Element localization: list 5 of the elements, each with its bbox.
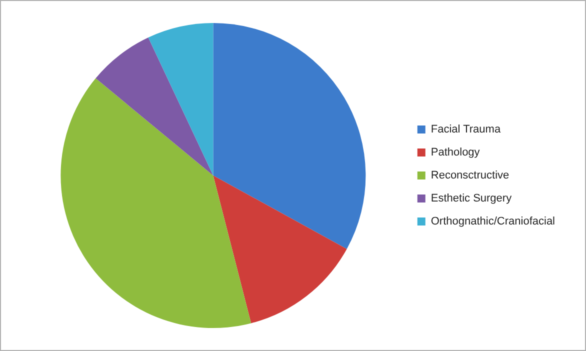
legend-label: Reconsctructive: [430, 170, 510, 182]
legend-label: Esthetic Surgery: [430, 192, 512, 205]
legend-label: Orthognathic/Craniofacial: [430, 216, 556, 228]
legend-label: Pathology: [430, 146, 480, 159]
legend-label: Facial Trauma: [430, 124, 502, 136]
